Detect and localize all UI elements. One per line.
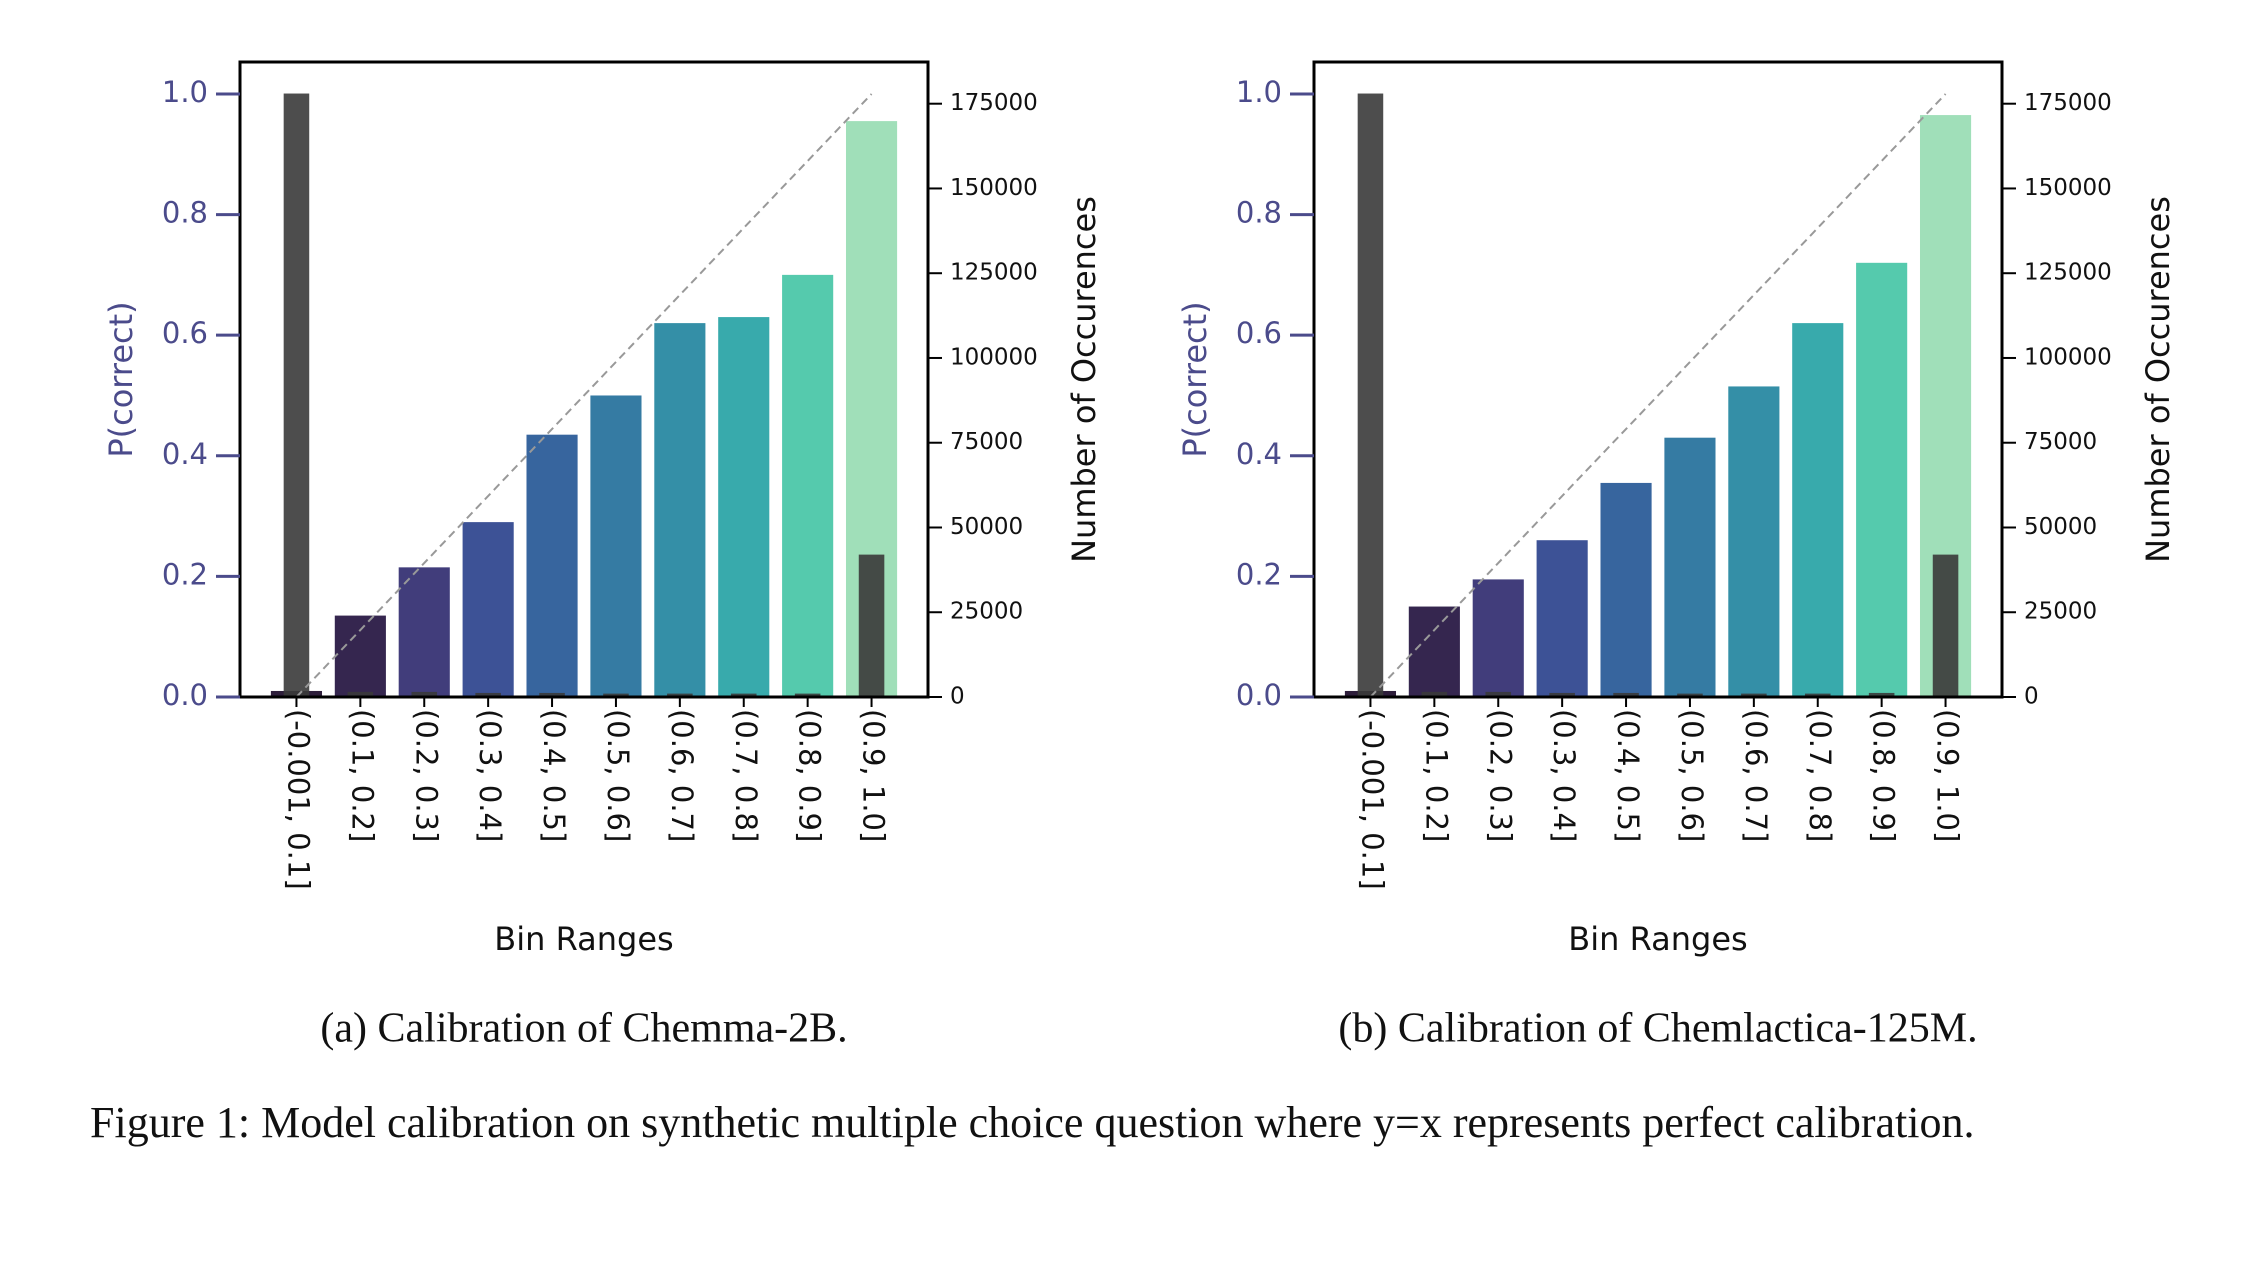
x-tick-label: (0.3, 0.4] [1547,709,1581,842]
occurrence-bar [283,93,310,697]
y2-tick-label: 150000 [2024,175,2112,201]
x-tick-label: (0.2, 0.3] [1483,709,1517,842]
x-tick-label: (0.7, 0.8] [1803,709,1837,842]
probability-bar [462,522,514,697]
occurrence-bar [1868,692,1895,697]
reference-line [1369,93,1947,698]
y2-tick-label: 75000 [2024,429,2097,455]
y2-tick-label: 25000 [950,599,1023,625]
probability-bar [1664,437,1716,697]
x-tick-label: (0.5, 0.6] [1675,709,1709,842]
occurrence-bar [1677,693,1703,697]
y-axis-label: P(correct) [1176,301,1214,457]
y2-tick-label: 175000 [2024,90,2112,116]
y2-axis-label: Number of Occurences [1065,196,1103,563]
occurrence-bar [730,693,757,697]
y-tick-label: 0.8 [162,196,208,230]
y2-axis-label: Number of Occurences [2139,196,2177,563]
y-tick-label: 0.2 [1236,557,1282,591]
x-tick-label: (0.1, 0.2] [1419,709,1453,842]
x-tick-label: (0.8, 0.9] [1867,709,1901,842]
y2-tick-label: 100000 [950,344,1038,370]
x-tick-label: (0.9, 1.0] [1931,709,1965,842]
x-tick-label: (-0.001, 0.1] [281,709,315,890]
probability-bar [1536,540,1588,697]
probability-bar [782,274,834,697]
plot-frame [238,60,930,699]
y2-tick-label: 125000 [2024,260,2112,286]
x-tick-label: (0.7, 0.8] [729,709,763,842]
probability-bar [590,395,642,697]
y-tick-label: 0.8 [1236,196,1282,230]
figure-caption: Figure 1: Model calibration on synthetic… [90,1098,1975,1147]
probability-bar [718,317,770,697]
reference-line [295,93,873,698]
occurrence-bar [1357,93,1384,697]
x-axis-label: Bin Ranges [1568,920,1747,958]
occurrence-bar [1804,693,1831,697]
x-tick-label: (0.4, 0.5] [537,709,571,842]
probability-bar [1472,579,1524,697]
y-tick-label: 0.4 [162,437,208,471]
y2-tick-label: 150000 [950,175,1038,201]
y2-tick-label: 0 [950,684,965,710]
occurrence-bar [794,693,821,697]
x-tick-label: (0.4, 0.5] [1611,709,1645,842]
x-tick-label: (0.6, 0.7] [1739,709,1773,842]
x-tick-label: (0.6, 0.7] [665,709,699,842]
probability-bar [1728,386,1780,697]
x-tick-label: (-0.001, 0.1] [1355,709,1389,890]
y-tick-label: 0.0 [162,678,208,712]
y2-tick-label: 75000 [950,429,1023,455]
occurrence-bar [475,692,501,697]
subfigure-caption: (b) Calibration of Chemlactica-125M. [1338,1006,1977,1052]
occurrence-bar [858,554,885,697]
probability-bar [1600,482,1652,697]
y-tick-label: 0.4 [1236,437,1282,471]
occurrence-bar [1932,554,1959,697]
probability-bar [1792,323,1844,697]
y2-tick-label: 125000 [950,260,1038,286]
occurrence-bar [1485,691,1512,697]
probability-bar [526,434,578,697]
x-tick-label: (0.2, 0.3] [409,709,443,842]
x-tick-label: (0.8, 0.9] [793,709,827,842]
probability-bar [398,567,450,697]
plot-frame [1312,60,2004,699]
subfigure-caption: (a) Calibration of Chemma-2B. [320,1006,847,1052]
y-tick-label: 0.2 [162,557,208,591]
y-tick-label: 1.0 [162,75,208,109]
probability-bar [1408,606,1460,697]
x-tick-label: (0.9, 1.0] [857,709,891,842]
y2-tick-label: 50000 [950,514,1023,540]
occurrence-bar [667,693,693,697]
y-axis-label: P(correct) [102,301,140,457]
occurrence-bar [1741,693,1767,697]
x-tick-label: (0.1, 0.2] [345,709,379,842]
y-tick-label: 0.6 [1236,316,1282,350]
y2-tick-label: 50000 [2024,514,2097,540]
occurrence-bar [1613,692,1639,697]
occurrence-bar [347,691,374,697]
y2-tick-label: 100000 [2024,344,2112,370]
probability-bar [654,323,706,697]
occurrence-bar [411,691,438,697]
x-tick-label: (0.5, 0.6] [601,709,635,842]
probability-bar [334,615,386,697]
y-tick-label: 0.0 [1236,678,1282,712]
y-tick-label: 1.0 [1236,75,1282,109]
occurrence-bar [539,692,565,697]
occurrence-bar [1549,692,1575,697]
y2-tick-label: 0 [2024,684,2039,710]
x-axis-label: Bin Ranges [494,920,673,958]
y-tick-label: 0.6 [162,316,208,350]
occurrence-bar [603,693,629,697]
occurrence-bar [1421,691,1448,697]
probability-bar [1856,262,1908,697]
y2-tick-label: 25000 [2024,599,2097,625]
y2-tick-label: 175000 [950,90,1038,116]
x-tick-label: (0.3, 0.4] [473,709,507,842]
